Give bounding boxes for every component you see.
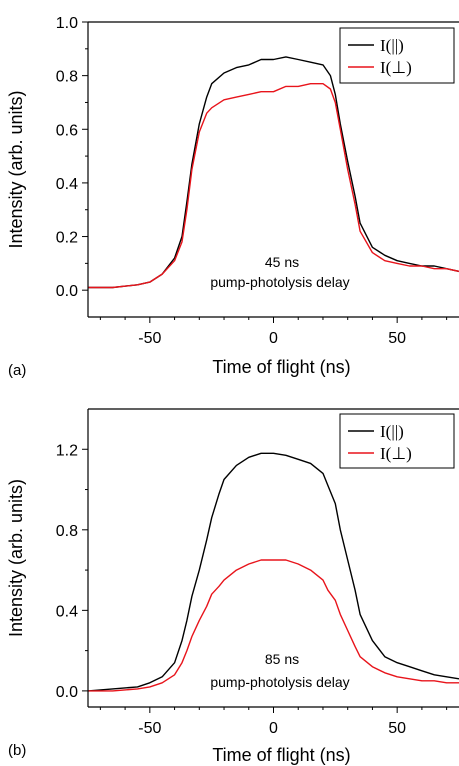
x-axis-title: Time of flight (ns) [212,745,350,765]
series-line-parallel [88,56,459,289]
y-tick-label: 0.2 [56,230,78,247]
panel-label: (b) [8,742,26,759]
legend-label: I(⊥) [380,444,412,463]
y-tick-label: 0.4 [56,603,78,620]
x-tick-label: 50 [388,330,406,347]
y-tick-label: 1.2 [56,442,78,459]
chart-panel-b: -50 0 50 0.0 0.4 0.8 1.2 Time of flight (ns) Int… [6,408,459,765]
legend-box [339,27,455,84]
panel-label: (a) [8,362,26,379]
legend: I(||) I(⊥) [339,413,455,469]
legend-label: I(||) [380,36,404,55]
series-line-perpendicular [88,559,459,692]
annotation-delay: 45 ns [265,254,299,270]
series-line-parallel [88,452,459,692]
y-tick-label: 0.0 [56,684,78,701]
legend-box [339,413,455,469]
y-tick-label: 0.8 [56,69,78,86]
annotation-text: pump-photolysis delay [210,674,349,690]
x-tick-label: -50 [138,330,161,347]
y-tick-label: 1.0 [56,15,78,32]
series-line-perpendicular [88,83,459,289]
legend-label: I(||) [380,422,404,441]
annotation-delay: 85 ns [265,651,299,667]
chart-panel-a: -50 0 50 0.0 0.2 0.4 0.6 0.8 1.0 Time of flight (… [6,15,459,379]
y-tick-label: 0.8 [56,523,78,540]
x-tick-label: 0 [269,720,278,737]
x-tick-label: -50 [138,720,161,737]
annotation-text: pump-photolysis delay [210,274,349,290]
x-axis-title: Time of flight (ns) [212,357,350,377]
x-tick-label: 50 [388,720,406,737]
y-axis-title: Intensity (arb. units) [6,479,26,637]
y-tick-label: 0.6 [56,122,78,139]
x-tick-label: 0 [269,330,278,347]
y-axis-title: Intensity (arb. units) [6,90,26,248]
y-tick-label: 0.4 [56,176,78,193]
legend-label: I(⊥) [380,58,412,77]
y-tick-label: 0.0 [56,283,78,300]
legend: I(||) I(⊥) [339,27,455,84]
